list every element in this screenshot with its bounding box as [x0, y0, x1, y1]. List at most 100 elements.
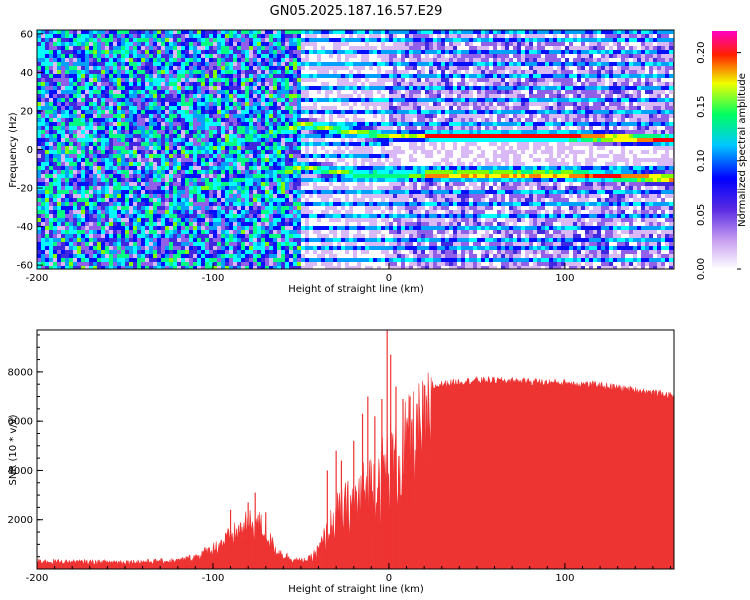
spectrogram-cell — [129, 110, 133, 114]
spectrogram-cell — [301, 130, 305, 134]
spectrogram-cell — [297, 246, 301, 250]
spectrogram-cell — [141, 198, 145, 202]
spectrogram-cell — [337, 66, 341, 70]
spectrogram-cell — [89, 222, 93, 226]
spectrogram-cell — [321, 66, 325, 70]
spectrogram-cell — [77, 138, 81, 142]
spectrogram-cell — [177, 238, 181, 242]
spectrogram-cell — [269, 242, 273, 246]
spectrogram-cell — [253, 42, 257, 46]
spectrogram-cell — [141, 94, 145, 98]
spectrogram-cell — [73, 178, 77, 182]
spectrogram-cell — [137, 262, 141, 266]
spectrogram-cell — [269, 190, 273, 194]
spectrogram-cell — [197, 262, 201, 266]
spectrogram-cell — [209, 158, 213, 162]
spectrogram-cell — [97, 170, 101, 174]
spectrogram-cell — [193, 242, 197, 246]
spectrogram-cell — [117, 58, 121, 62]
spectrogram-cell — [233, 90, 237, 94]
spectrogram-cell — [249, 162, 253, 166]
spectrogram-cell — [141, 158, 145, 162]
spectrogram-cell — [133, 170, 137, 174]
spectrogram-cell — [93, 54, 97, 58]
spectrogram-cell — [133, 126, 137, 130]
spectrogram-cell — [37, 34, 41, 38]
spectrogram-cell — [265, 34, 269, 38]
spectrogram-cell — [97, 78, 101, 82]
spectrogram-cell — [49, 242, 53, 246]
spectrogram-cell — [193, 262, 197, 266]
spectrogram-cell — [165, 214, 169, 218]
spectrogram-cell — [261, 30, 265, 34]
spectrogram-cell — [69, 130, 73, 134]
spectrogram-cell — [245, 162, 249, 166]
spectrogram-cell — [93, 218, 97, 222]
spectrogram-cell — [61, 90, 65, 94]
spectrogram-cell — [317, 34, 321, 38]
spectrogram-cell — [245, 198, 249, 202]
spectrogram-cell — [317, 122, 321, 126]
spectrogram-cell — [293, 246, 297, 250]
spectrogram-cell — [305, 122, 309, 126]
spectrogram-cell — [217, 242, 221, 246]
spectrogram-cell — [213, 50, 217, 54]
spectrogram-cell — [281, 150, 285, 154]
spectrogram-cell — [77, 86, 81, 90]
spectrogram-cell — [285, 94, 289, 98]
spectrogram-cell — [337, 254, 341, 258]
spectrogram-cell — [281, 74, 285, 78]
spectrogram-cell — [133, 174, 137, 178]
spectrogram-cell — [117, 126, 121, 130]
spectrogram-cell — [345, 102, 349, 106]
spectrogram-cell — [217, 222, 221, 226]
spectrogram-cell — [277, 114, 281, 118]
spectrogram-cell — [77, 262, 81, 266]
spectrogram-cell — [253, 94, 257, 98]
spectrogram-cell — [153, 78, 157, 82]
spectrogram-cell — [265, 38, 269, 42]
spectrogram-cell — [41, 58, 45, 62]
spectrogram-cell — [129, 146, 133, 150]
spectrogram-cell — [137, 146, 141, 150]
spectrogram-cell — [113, 74, 117, 78]
spectrogram-cell — [217, 186, 221, 190]
spectrogram-cell — [253, 110, 257, 114]
spectrogram-cell — [105, 190, 109, 194]
spectrogram-cell — [349, 114, 353, 118]
spectrogram-cell — [257, 238, 261, 242]
spectrogram-cell — [153, 162, 157, 166]
spectrogram-cell — [109, 34, 113, 38]
spectrogram-cell — [261, 198, 265, 202]
spectrogram-cell — [197, 70, 201, 74]
spectrogram-cell — [137, 130, 141, 134]
spectrogram-cell — [169, 94, 173, 98]
spectrogram-cell — [213, 178, 217, 182]
spectrogram-cell — [125, 86, 129, 90]
spectrogram-cell — [285, 50, 289, 54]
spectrogram-cell — [357, 62, 361, 66]
spectrogram-cell — [365, 170, 369, 174]
spectrogram-cell — [61, 86, 65, 90]
spectrogram-cell — [313, 86, 317, 90]
spectrogram-cell — [105, 58, 109, 62]
spectrogram-cell — [245, 54, 249, 58]
spectrogram-cell — [185, 74, 189, 78]
spectrogram-cell — [209, 126, 213, 130]
spectrogram-cell — [45, 238, 49, 242]
spectrogram-cell — [45, 194, 49, 198]
spectrogram-cell — [101, 166, 105, 170]
spectrogram-cell — [277, 118, 281, 122]
spectrogram-cell — [285, 230, 289, 234]
spectrogram-cell — [225, 98, 229, 102]
spectrogram-cell — [309, 134, 313, 138]
spectrogram-cell — [113, 206, 117, 210]
spectrogram-cell — [329, 234, 333, 238]
spectrogram-cell — [169, 214, 173, 218]
spectrogram-cell — [185, 70, 189, 74]
spectrogram-cell — [129, 182, 133, 186]
spectrogram-cell — [185, 110, 189, 114]
spectrogram-cell — [149, 262, 153, 266]
spectrogram-cell — [361, 234, 365, 238]
spectrogram-cell — [269, 126, 273, 130]
